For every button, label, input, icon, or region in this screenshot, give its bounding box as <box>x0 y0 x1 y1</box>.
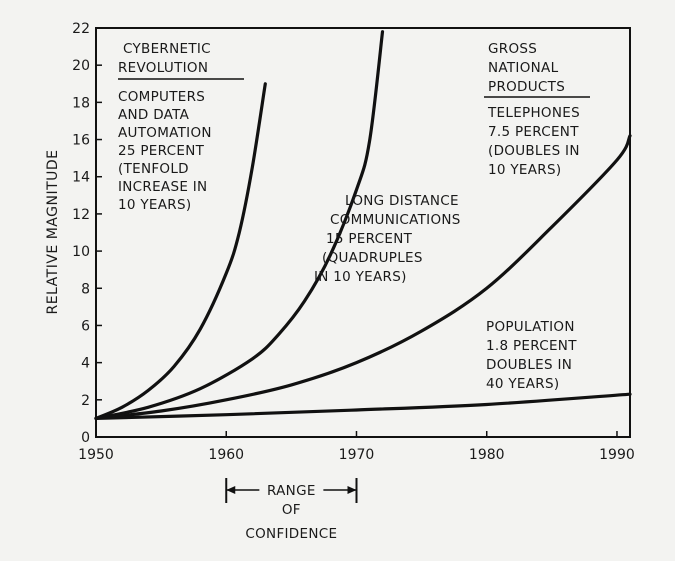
annotation-line: (TENFOLD <box>118 161 189 177</box>
annotation-line: 15 PERCENT <box>326 231 413 247</box>
range-label: RANGE <box>267 483 316 499</box>
range-right-arrowhead <box>347 486 357 494</box>
plot-frame <box>95 27 631 438</box>
annotation-line: (QUADRUPLES <box>322 250 423 266</box>
series-telephones-curve <box>94 134 632 420</box>
x-axis-ticks: 1950 1960 1970 1980 1990 <box>78 431 635 463</box>
annotation-line: TELEPHONES <box>487 105 580 121</box>
annotation-line: 25 PERCENT <box>118 143 205 159</box>
series-computers-curve <box>94 82 267 420</box>
y-tick-label: 12 <box>72 207 90 223</box>
range-label-confidence: CONFIDENCE <box>245 526 337 542</box>
x-tick-label: 1990 <box>599 447 635 463</box>
annotation-cybernetic-revolution: CYBERNETIC REVOLUTION COMPUTERS AND DATA… <box>118 41 244 213</box>
series-group <box>94 30 632 420</box>
annotation-line: 10 YEARS) <box>488 162 561 178</box>
annotation-line: REVOLUTION <box>118 60 208 76</box>
annotation-line: 40 YEARS) <box>486 376 559 392</box>
y-tick-label: 2 <box>81 393 90 409</box>
annotation-line: 1.8 PERCENT <box>486 338 577 354</box>
y-tick-label: 18 <box>72 95 90 111</box>
range-left-arrowhead <box>226 486 236 494</box>
annotation-line: NATIONAL <box>488 60 559 76</box>
annotation-line: COMMUNICATIONS <box>330 212 461 228</box>
y-tick-label: 14 <box>72 170 90 186</box>
annotation-line: GROSS <box>488 41 537 57</box>
annotation-long-distance: LONG DISTANCE COMMUNICATIONS 15 PERCENT … <box>314 193 461 285</box>
y-tick-label: 20 <box>72 58 90 74</box>
annotation-line: AUTOMATION <box>118 125 212 141</box>
annotation-line: DOUBLES IN <box>486 357 572 373</box>
annotation-population: POPULATION 1.8 PERCENT DOUBLES IN 40 YEA… <box>486 319 577 392</box>
y-tick-label: 22 <box>72 21 90 37</box>
y-tick-label: 8 <box>81 281 90 297</box>
y-tick-label: 16 <box>72 133 90 149</box>
x-tick-label: 1950 <box>78 447 114 463</box>
x-tick-label: 1980 <box>469 447 505 463</box>
annotation-line: 7.5 PERCENT <box>488 124 579 140</box>
y-tick-label: 0 <box>81 430 90 446</box>
y-tick-label: 4 <box>81 356 90 372</box>
annotation-line: COMPUTERS <box>118 89 205 105</box>
range-of-confidence: RANGE OF CONFIDENCE <box>225 478 358 542</box>
annotation-line: AND DATA <box>118 107 190 123</box>
annotation-gross-national-products: GROSS NATIONAL PRODUCTS TELEPHONES 7.5 P… <box>484 41 590 178</box>
y-axis-label: RELATIVE MAGNITUDE <box>45 149 61 314</box>
range-label-of: OF <box>282 502 301 518</box>
x-tick-label: 1970 <box>339 447 375 463</box>
y-tick-label: 10 <box>72 244 90 260</box>
y-axis-ticks: 0 2 4 6 8 10 12 14 16 18 20 22 <box>72 21 102 446</box>
x-tick-label: 1960 <box>208 447 244 463</box>
annotation-line: LONG DISTANCE <box>345 193 459 209</box>
series-long-distance-curve <box>94 30 385 420</box>
annotation-line: (DOUBLES IN <box>488 143 580 159</box>
annotation-line: 10 YEARS) <box>118 197 191 213</box>
annotation-line: CYBERNETIC <box>123 41 211 57</box>
annotation-line: POPULATION <box>486 319 575 335</box>
annotation-line: IN 10 YEARS) <box>314 269 407 285</box>
annotation-line: INCREASE IN <box>118 179 207 195</box>
y-tick-label: 6 <box>81 318 90 334</box>
annotation-line: PRODUCTS <box>488 79 565 95</box>
series-population-curve <box>94 392 632 420</box>
